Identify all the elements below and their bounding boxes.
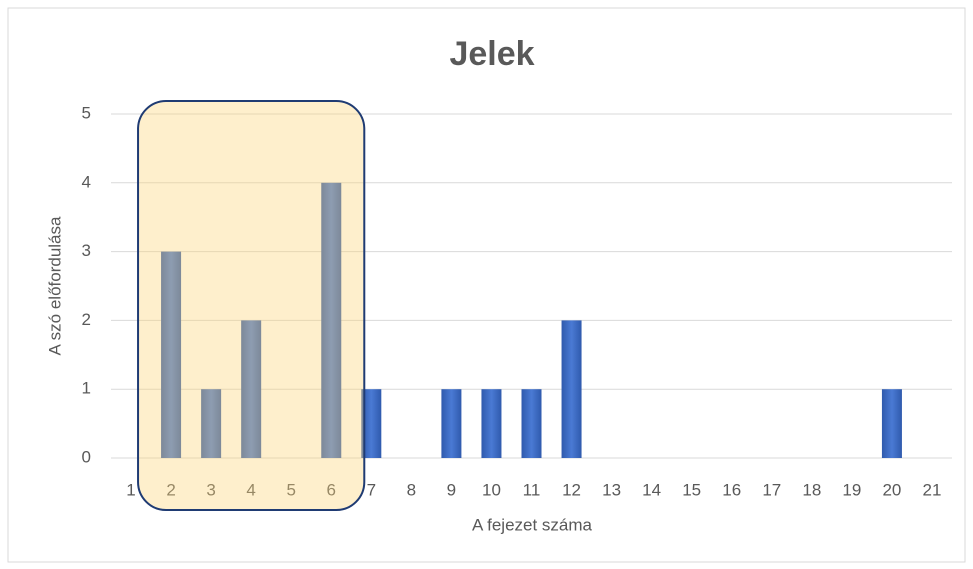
bar [521,389,542,458]
x-tick-label: 12 [562,480,581,499]
x-tick-label: 19 [842,480,861,499]
y-tick-label: 1 [82,379,91,398]
x-tick-label: 7 [367,480,376,499]
y-tick-label: 3 [82,241,91,260]
x-tick-label: 16 [722,480,741,499]
x-tick-label: 5 [286,480,295,499]
bar [361,389,382,458]
x-tick-label: 2 [166,480,175,499]
x-tick-label: 18 [802,480,821,499]
x-tick-label: 8 [407,480,416,499]
x-tick-label: 15 [682,480,701,499]
x-tick-label: 20 [882,480,901,499]
bar [161,251,182,458]
x-tick-label: 6 [327,480,336,499]
x-tick-label: 13 [602,480,621,499]
x-tick-label: 10 [482,480,501,499]
y-tick-label: 5 [82,103,91,122]
bar [321,182,342,459]
bar [201,389,222,458]
y-tick-label: 0 [82,447,91,466]
x-tick-label: 17 [762,480,781,499]
y-axis-label: A szó előfordulása [45,216,64,355]
bar [441,389,462,458]
chart-title: Jelek [449,35,534,73]
y-tick-label: 4 [82,172,91,191]
x-axis-label: A fejezet száma [472,515,593,534]
x-tick-label: 9 [447,480,456,499]
y-tick-label: 2 [82,310,91,329]
bar [561,320,582,458]
x-tick-label: 14 [642,480,661,499]
x-tick-label: 4 [246,480,255,499]
highlight-box [137,100,366,511]
x-tick-label: 21 [923,480,942,499]
bar [481,389,502,458]
x-tick-label: 1 [126,480,135,499]
x-tick-label: 3 [206,480,215,499]
bar [881,389,902,458]
x-tick-label: 11 [523,480,541,499]
bar [241,320,262,458]
